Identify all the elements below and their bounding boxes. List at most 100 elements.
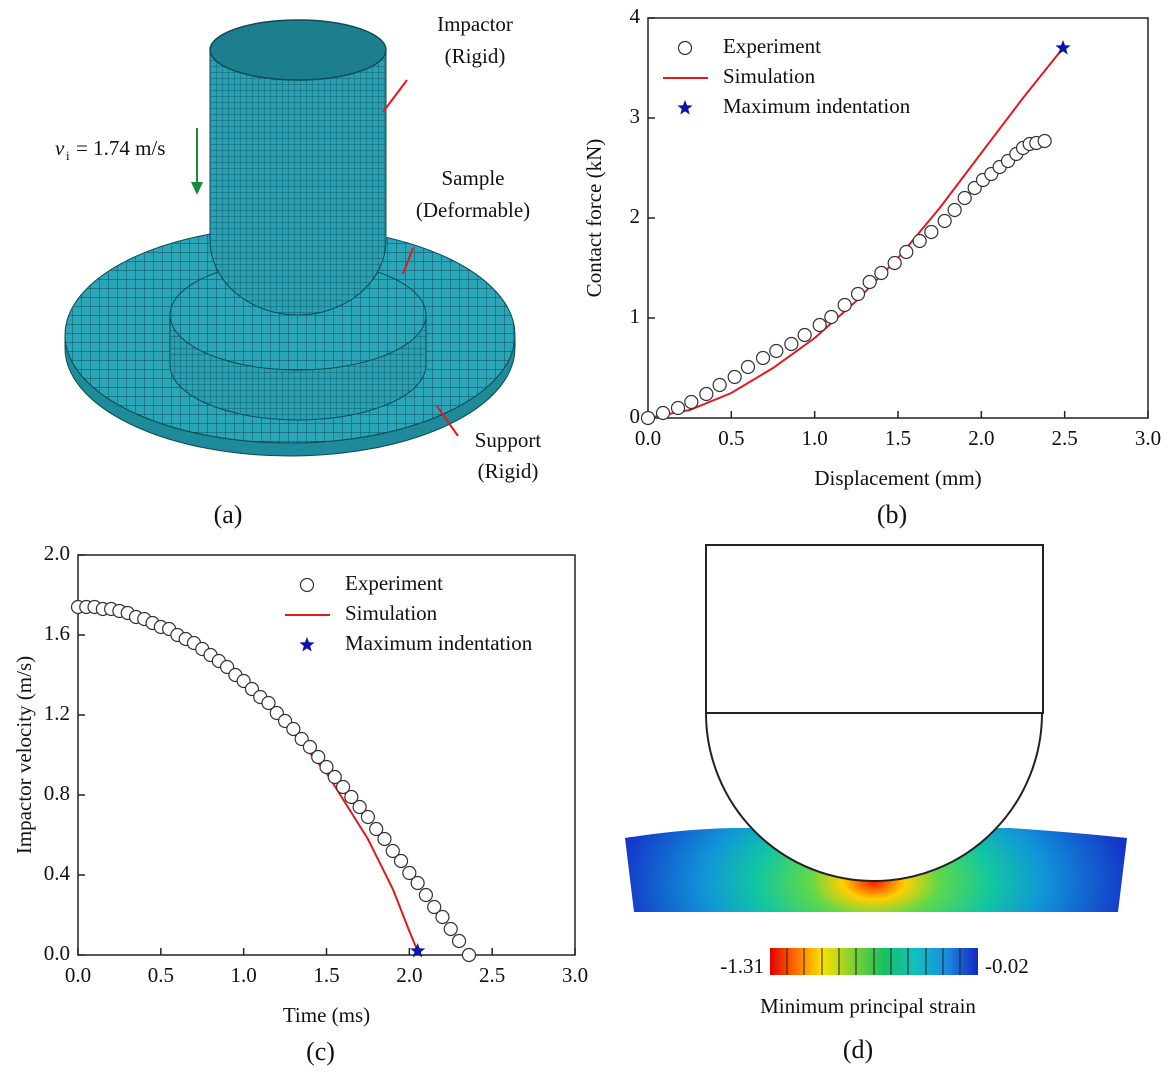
y-tick-label: 3 [630, 104, 641, 128]
data-point [948, 204, 961, 217]
data-point [798, 329, 811, 342]
chart: 0.0 0.5 1.0 1.5 2.0 2.5 3.0 0 1 2 3 4 Displacement (… [582, 4, 1161, 529]
data-point [825, 311, 838, 324]
data-point [728, 371, 741, 384]
legend-label: Simulation [345, 601, 438, 625]
data-point [419, 889, 432, 902]
figure: Impactor (Rigid) Sample (Deformable) Sup… [0, 0, 1169, 1075]
legend-swatch [299, 637, 314, 652]
colorbar-max: -0.02 [985, 954, 1029, 978]
panel-label: (d) [843, 1035, 873, 1064]
data-point [875, 267, 888, 280]
x-tick-label: 1.0 [802, 426, 828, 450]
data-point [742, 361, 755, 374]
series-line [78, 607, 418, 951]
data-point [770, 345, 783, 358]
data-point [395, 855, 408, 868]
data-point [436, 911, 449, 924]
impactor [210, 50, 386, 315]
panel-label: (c) [306, 1037, 335, 1066]
velocity-text: = 1.74 m/s [76, 136, 165, 160]
data-point [863, 276, 876, 289]
data-point [361, 811, 374, 824]
y-tick-label: 1.2 [44, 701, 70, 725]
data-point [785, 338, 798, 351]
y-axis-label: Impactor velocity (m/s) [12, 656, 36, 854]
legend-label: Experiment [345, 571, 443, 595]
y-tick-label: 2.0 [44, 541, 70, 565]
data-point [852, 288, 865, 301]
colorbar-min: -1.31 [720, 954, 764, 978]
x-axis-label: Time (ms) [283, 1003, 370, 1027]
y-tick-label: 4 [630, 4, 641, 28]
legend-swatch [677, 100, 692, 115]
data-point [838, 299, 851, 312]
x-tick-label: 3.0 [1135, 426, 1161, 450]
data-point [813, 319, 826, 332]
data-star [1055, 40, 1070, 55]
annotation: Sample [442, 166, 505, 190]
legend-label: Experiment [723, 34, 821, 58]
annotation: (Rigid) [478, 459, 539, 483]
data-point [900, 246, 913, 259]
y-tick-label: 2 [630, 204, 641, 228]
impactor-body [706, 545, 1043, 713]
y-tick-label: 0.4 [44, 861, 71, 885]
y-axis-label: Contact force (kN) [582, 139, 606, 298]
data-point [888, 257, 901, 270]
annotation: Support [475, 428, 542, 452]
legend-label: Maximum indentation [345, 631, 533, 655]
data-point [444, 923, 457, 936]
x-tick-label: 0.5 [148, 963, 174, 987]
x-tick-label: 1.5 [885, 426, 911, 450]
data-point [713, 379, 726, 392]
x-tick-label: 2.5 [1052, 426, 1078, 450]
panel-d: -1.31 -0.02 Minimum principal strain (d) [625, 545, 1127, 1064]
colorbar-title: Minimum principal strain [760, 994, 976, 1018]
legend-swatch [679, 42, 692, 55]
x-tick-label: 3.0 [562, 963, 588, 987]
panel-label: (a) [214, 500, 243, 529]
annotation: (Deformable) [416, 198, 530, 222]
data-point [453, 935, 466, 948]
data-point [411, 877, 424, 890]
annotation: Impactor [437, 12, 513, 36]
data-point [1038, 135, 1051, 148]
y-tick-label: 1.6 [44, 621, 70, 645]
chart: 0.0 0.5 1.0 1.5 2.0 2.5 3.0 0.0 0.4 0.8 1.2 1.6 2.0 T… [12, 541, 588, 1066]
x-axis-label: Displacement (mm) [814, 466, 981, 490]
legend-swatch [301, 579, 314, 592]
legend-label: Maximum indentation [723, 94, 911, 118]
panel-a: Impactor (Rigid) Sample (Deformable) Sup… [55, 12, 541, 529]
y-tick-label: 1 [630, 304, 641, 328]
x-tick-label: 1.0 [231, 963, 257, 987]
data-point [462, 949, 475, 962]
data-point [672, 402, 685, 415]
data-point [913, 235, 926, 248]
data-point [657, 407, 670, 420]
x-tick-label: 2.0 [968, 426, 994, 450]
velocity-arrow-head [191, 182, 203, 195]
page: { "chart_data": [ {"type": "line", "pane… [0, 0, 1169, 1075]
data-point [938, 215, 951, 228]
velocity-subscript: i [66, 148, 70, 163]
y-tick-label: 0 [630, 404, 641, 428]
data-point [958, 192, 971, 205]
x-tick-label: 2.5 [479, 963, 505, 987]
x-tick-label: 0.5 [718, 426, 744, 450]
annotation: (Rigid) [445, 44, 506, 68]
x-tick-label: 1.5 [313, 963, 339, 987]
legend-label: Simulation [723, 64, 816, 88]
data-point [700, 388, 713, 401]
x-tick-label: 0.0 [635, 426, 661, 450]
x-tick-label: 0.0 [65, 963, 91, 987]
data-point [685, 396, 698, 409]
y-tick-label: 0.0 [44, 941, 70, 965]
velocity-symbol: v [55, 136, 65, 160]
data-point [378, 833, 391, 846]
panel-label: (b) [877, 500, 907, 529]
impactor-top [210, 20, 386, 80]
data-point [642, 412, 655, 425]
x-tick-label: 2.0 [396, 963, 422, 987]
y-tick-label: 0.8 [44, 781, 70, 805]
